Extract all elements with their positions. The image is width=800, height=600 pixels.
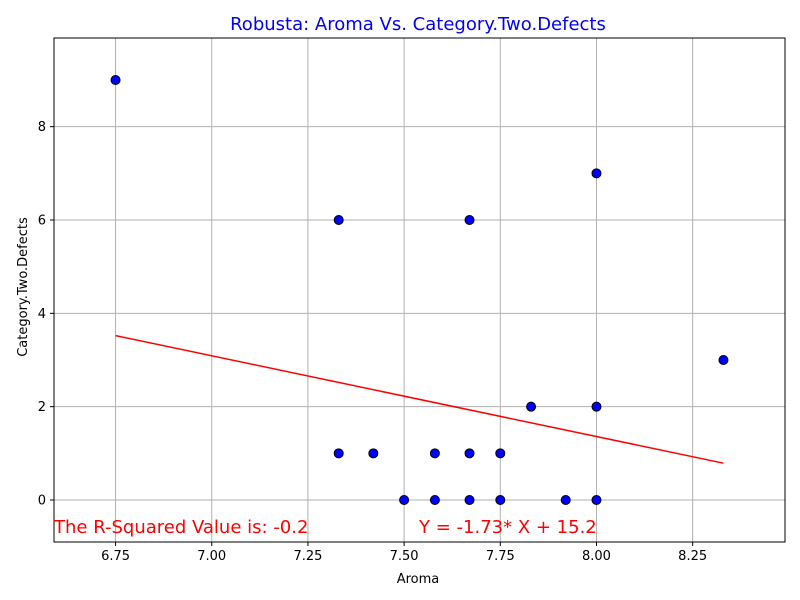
scatter-point [591,401,602,412]
x-tick-label: 8.00 [582,549,611,564]
regression-line [115,334,724,464]
chart-title: Robusta: Aroma Vs. Category.Two.Defects [230,14,606,35]
x-axis-ticks: 6.75 7.00 7.25 7.50 7.75 8.00 8.25 [101,542,707,564]
x-tick-label: 6.75 [101,549,130,564]
scatter-point [464,448,475,459]
x-tick-label: 8.25 [678,549,707,564]
scatter-point [526,401,537,412]
scatter-point [495,448,506,459]
plot-frame [53,37,786,543]
y-axis-label: Category.Two.Defects [16,217,31,357]
scatter-point [399,495,410,505]
scatter-point [429,495,440,505]
scatter-point [718,355,729,365]
y-tick-label: 0 [38,494,46,509]
scatter-point [464,215,475,225]
scatter-point [495,495,506,505]
y-tick-label: 8 [38,120,46,135]
y-axis-ticks: 0 2 4 6 8 [38,120,54,509]
x-tick-label: 7.50 [390,549,419,564]
scatter-point [429,448,440,459]
x-tick-label: 7.25 [293,549,322,564]
scatter-point [591,168,602,179]
data-points [110,75,729,505]
x-tick-label: 7.75 [486,549,515,564]
scatter-point [110,75,121,85]
scatter-point [333,215,344,225]
scatter-point [368,448,379,459]
r-squared-annotation: The R-Squared Value is: -0.2 [53,517,308,538]
regression-equation-annotation: Y = -1.73* X + 15.2 [418,517,597,538]
y-tick-label: 4 [38,307,46,322]
x-tick-label: 7.00 [197,549,226,564]
scatter-point [591,495,602,505]
scatter-point [333,448,344,459]
grid [54,38,785,542]
x-axis-label: Aroma [397,572,440,587]
scatter-point [464,495,475,505]
y-tick-label: 6 [38,214,46,229]
scatter-point [560,495,571,505]
y-tick-label: 2 [38,400,46,415]
regression-line-group [115,334,724,464]
